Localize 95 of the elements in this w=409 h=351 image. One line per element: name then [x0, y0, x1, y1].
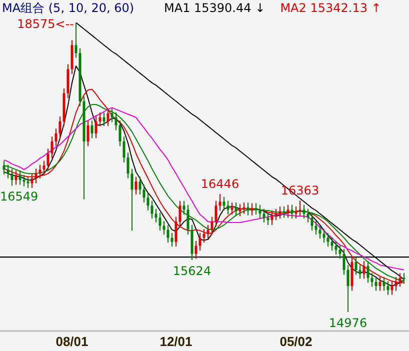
candlestick — [226, 200, 230, 216]
candlestick — [310, 212, 314, 232]
candlestick — [322, 228, 326, 244]
candlestick — [170, 232, 174, 248]
candlestick — [106, 108, 110, 127]
candlestick — [374, 276, 378, 292]
candlestick — [198, 232, 202, 252]
candlestick — [346, 264, 350, 312]
candlestick — [214, 200, 218, 228]
candlestick — [290, 204, 294, 220]
candlestick — [258, 204, 262, 220]
candlestick — [318, 224, 322, 240]
candlestick — [334, 240, 338, 256]
candlestick — [314, 220, 318, 236]
candlestick — [54, 128, 58, 147]
candlestick — [302, 204, 306, 220]
candlestick — [138, 176, 142, 195]
candlestick — [50, 136, 54, 159]
candlestick — [42, 160, 46, 175]
candlestick — [246, 202, 250, 216]
candlestick — [342, 248, 346, 276]
candlestick — [102, 112, 106, 127]
candlestick — [222, 196, 226, 211]
candlestick — [370, 272, 374, 288]
annotation: 16446 — [200, 176, 240, 191]
candlestick — [382, 276, 386, 292]
candlestick — [202, 228, 206, 244]
x-tick-label: 12/01 — [160, 334, 192, 349]
candlestick — [194, 240, 198, 260]
candlestick — [86, 120, 90, 147]
candlestick — [286, 204, 290, 218]
annotation: 16549 — [0, 190, 38, 204]
chart-title: MA组合 (5, 10, 20, 60) — [2, 1, 134, 15]
candlestick — [358, 264, 362, 280]
candlestick — [262, 208, 266, 224]
candlestick — [166, 224, 170, 244]
candlestick — [90, 120, 94, 139]
candlestick — [186, 204, 190, 236]
candlestick — [150, 200, 154, 220]
candlestick — [238, 204, 242, 217]
candlestick — [330, 236, 334, 252]
candlestick — [122, 136, 126, 163]
candlestick — [306, 208, 310, 224]
candlestick — [274, 208, 278, 221]
candlestick — [234, 202, 238, 217]
candlestick — [14, 170, 18, 186]
candlestick — [362, 260, 366, 280]
candlestick — [218, 193, 222, 211]
candlestick — [38, 164, 42, 179]
candlestick — [130, 168, 134, 232]
candlestick — [114, 112, 118, 131]
candlestick — [178, 200, 182, 228]
candlestick — [174, 216, 178, 248]
candlestick — [26, 176, 30, 189]
candlestick — [338, 244, 342, 260]
candlestick — [182, 200, 186, 216]
candlestick — [34, 168, 38, 184]
candlestick — [298, 200, 302, 217]
candlestick — [6, 164, 10, 179]
candlestick — [250, 202, 254, 216]
candlestick — [22, 174, 26, 187]
candlestick — [266, 212, 270, 226]
annotation: 15624 — [172, 264, 212, 278]
candlestick — [254, 202, 258, 216]
candlestick — [74, 22, 78, 58]
candlestick — [18, 170, 22, 186]
candlestick — [354, 256, 358, 276]
candlestick — [326, 232, 330, 248]
text: MA1 15390.44 ↓ — [164, 1, 266, 15]
candlestick — [118, 120, 122, 147]
candlestick — [162, 220, 166, 236]
x-tick-label: 05/02 — [280, 334, 312, 349]
candlestick — [10, 168, 14, 186]
candlestick — [210, 216, 214, 236]
candlestick — [98, 112, 102, 127]
candlestick — [30, 173, 34, 189]
candlestick — [270, 210, 274, 226]
candlestick — [110, 108, 114, 123]
candlestick — [146, 192, 150, 211]
candlestick — [58, 116, 62, 139]
annotation: 18575<-- — [17, 17, 74, 31]
candlestick — [154, 208, 158, 224]
candlestick — [142, 184, 146, 203]
candlestick — [134, 176, 138, 195]
candlestick — [158, 212, 162, 232]
candlestick — [386, 280, 390, 296]
candlestick — [242, 202, 246, 214]
candlestick — [94, 116, 98, 139]
text: MA2 15342.13 ↑ — [280, 1, 382, 15]
candlestick — [46, 148, 50, 171]
candlestick — [282, 206, 286, 218]
annotation: 14976 — [328, 316, 368, 330]
candlestick — [126, 152, 130, 179]
x-tick-label: 08/01 — [56, 334, 88, 349]
candlestick — [206, 224, 210, 240]
